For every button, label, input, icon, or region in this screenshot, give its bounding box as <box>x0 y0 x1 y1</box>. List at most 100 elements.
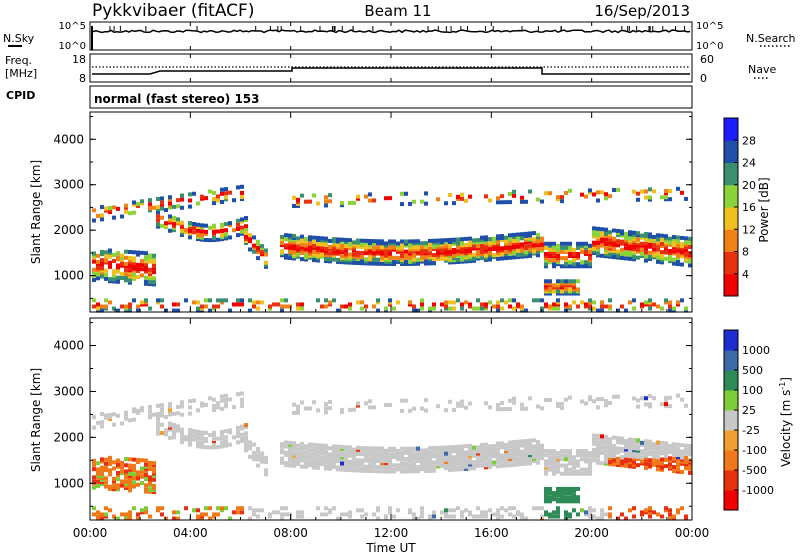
velocity-cell <box>224 506 228 511</box>
velocity-cell <box>520 516 524 521</box>
power-cell <box>620 255 624 260</box>
velocity-cell <box>444 514 448 519</box>
power-cell <box>492 244 496 249</box>
velocity-cell <box>228 516 232 521</box>
power-cell <box>176 204 180 209</box>
power-cell <box>168 216 172 221</box>
velocity-cell <box>536 450 540 455</box>
power-cell <box>588 254 592 259</box>
power-cell <box>260 246 264 251</box>
velocity-cell <box>180 427 184 432</box>
power-cell <box>448 250 452 255</box>
power-cell <box>104 268 108 273</box>
power-cell <box>460 241 464 246</box>
velocity-cell <box>112 412 116 417</box>
power-cell <box>352 252 356 257</box>
velocity-cell <box>288 451 292 456</box>
velocity-cell <box>100 457 104 462</box>
power-cell <box>616 187 620 192</box>
power-cell <box>224 236 228 241</box>
power-cell <box>560 264 564 269</box>
velocity-cell <box>132 476 136 481</box>
power-cell <box>448 260 452 265</box>
power-cell <box>188 192 192 197</box>
power-cell <box>688 244 692 249</box>
velocity-cell <box>400 455 404 460</box>
velocity-cell <box>100 465 104 470</box>
velocity-cell <box>140 408 144 413</box>
power-cell <box>496 250 500 255</box>
velocity-cell <box>324 406 328 411</box>
velocity-cell <box>556 493 560 498</box>
power-cell <box>472 240 476 245</box>
power-cell <box>96 253 100 258</box>
velocity-cell <box>572 461 576 466</box>
velocity-cell <box>504 459 508 464</box>
velocity-cell <box>360 462 364 467</box>
power-cell <box>240 231 244 236</box>
velocity-cell <box>680 457 684 462</box>
velocity-cell <box>408 408 412 413</box>
velocity-cell <box>576 451 580 456</box>
power-cell <box>576 243 580 248</box>
power-cell <box>408 201 412 206</box>
velocity-cell <box>444 447 448 452</box>
velocity-cell <box>588 395 592 400</box>
velocity-cell <box>400 465 404 470</box>
power-cell <box>296 302 300 307</box>
power-cell <box>228 223 232 228</box>
velocity-cell <box>324 464 328 469</box>
velocity-cell <box>416 469 420 474</box>
velocity-cell <box>232 510 236 515</box>
power-cell <box>240 219 244 224</box>
power-cell <box>204 304 208 309</box>
power-cell <box>484 239 488 244</box>
power-cell <box>584 264 588 269</box>
power-cell <box>176 221 180 226</box>
velocity-cell <box>616 394 620 399</box>
power-cell <box>108 262 112 267</box>
velocity-cell <box>356 462 360 467</box>
power-cell <box>452 256 456 261</box>
power-cell <box>396 247 400 252</box>
velocity-cell <box>356 508 360 513</box>
power-cell <box>280 236 284 241</box>
power-cell <box>412 259 416 264</box>
velocity-cell <box>348 445 352 450</box>
power-cell <box>160 215 164 220</box>
power-cell <box>472 254 476 259</box>
power-cell <box>564 304 568 309</box>
velocity-cell <box>240 506 244 511</box>
power-cell <box>356 300 360 305</box>
velocity-cell <box>348 451 352 456</box>
velocity-cell <box>512 444 516 449</box>
power-cell <box>496 242 500 247</box>
velocity-cell <box>152 483 156 488</box>
power-cell <box>100 268 104 273</box>
velocity-cell <box>356 445 360 450</box>
velocity-cell <box>128 457 132 462</box>
power-cell <box>348 302 352 307</box>
power-cell <box>248 237 252 242</box>
power-cell <box>448 248 452 253</box>
power-cell <box>592 250 596 255</box>
velocity-cell <box>444 459 448 464</box>
power-cell <box>408 241 412 246</box>
power-cell <box>344 252 348 257</box>
velocity-cell <box>380 454 384 459</box>
velocity-cell <box>524 439 528 444</box>
power-cell <box>484 249 488 254</box>
power-cell <box>316 250 320 255</box>
power-cell <box>528 243 532 248</box>
power-cell <box>460 239 464 244</box>
power-cell <box>484 194 488 199</box>
velocity-cell <box>460 510 464 515</box>
velocity-cell <box>368 399 372 404</box>
power-cell <box>556 262 560 267</box>
velocity-cell <box>664 455 668 460</box>
power-cell <box>612 253 616 258</box>
velocity-cell <box>320 445 324 450</box>
power-cell <box>684 248 688 253</box>
power-cell <box>376 249 380 254</box>
velocity-cell <box>608 401 612 406</box>
